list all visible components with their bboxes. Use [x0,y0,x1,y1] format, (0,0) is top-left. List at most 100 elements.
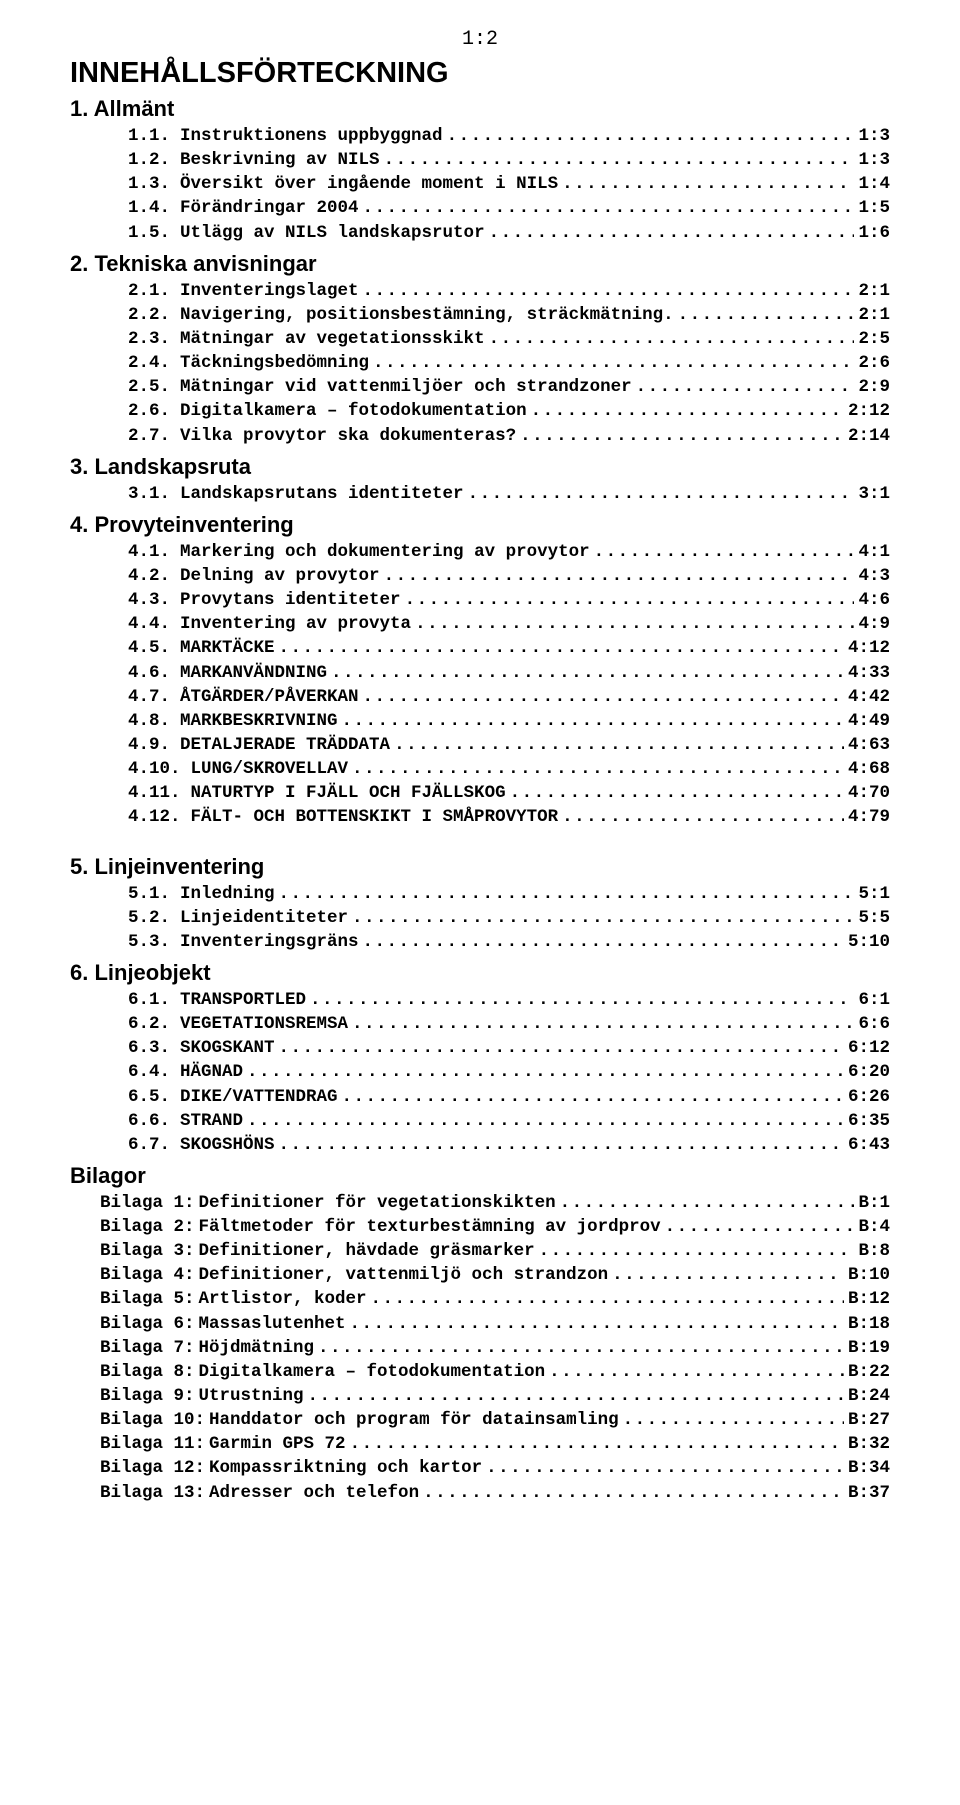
toc-entry-number: 5.2. [128,906,170,930]
toc-entry-number: 2.4. [128,351,170,375]
toc-entry-page: 4:12 [848,636,890,660]
toc-entry-number: 2.7. [128,424,170,448]
toc-entry: 2.6.Digitalkamera – fotodokumentation2:1… [70,399,890,423]
toc-entry-page: B:24 [848,1384,890,1408]
toc-entry: 1.3.Översikt över ingående moment i NILS… [70,172,890,196]
toc-entry-label: Provytans identiteter [180,588,401,612]
toc-entry: 6.2.VEGETATIONSREMSA6:6 [70,1012,890,1036]
toc-entry-label: Beskrivning av NILS [180,148,380,172]
toc-leader-dots [352,757,844,781]
toc-entry: Bilaga 10:Handdator och program för data… [70,1408,890,1432]
toc-entry-number: Bilaga 5: [100,1287,195,1311]
toc-entry-label: Definitioner för vegetationskikten [199,1191,556,1215]
toc-entry-page: 5:5 [858,906,890,930]
toc-entry-page: 2:6 [858,351,890,375]
toc-entry-page: 5:10 [848,930,890,954]
toc-entry-label: VEGETATIONSREMSA [180,1012,348,1036]
toc-entry-number: 4.5. [128,636,170,660]
toc-entry-page: 3:1 [858,482,890,506]
toc-entry-page: B:4 [858,1215,890,1239]
toc-entry-number: 6.4. [128,1060,170,1084]
toc-entry-page: 4:63 [848,733,890,757]
toc-entry-label: Fältmetoder för texturbestämning av jord… [199,1215,661,1239]
toc-entry-number: 6.5. [128,1085,170,1109]
toc-leader-dots [363,930,844,954]
toc-entry-page: 4:79 [848,805,890,829]
toc-entry-label: Delning av provytor [180,564,380,588]
toc-entry-label: HÄGNAD [180,1060,243,1084]
toc-entry-page: 2:9 [858,375,890,399]
toc-entry: 2.1.Inventeringslaget2:1 [70,279,890,303]
toc-entry-label: Definitioner, hävdade gräsmarker [199,1239,535,1263]
toc-leader-dots [665,1215,855,1239]
toc-entry-label: Inventering av provyta [180,612,411,636]
toc-entry: Bilaga 1:Definitioner för vegetationskik… [70,1191,890,1215]
toc-entry: 4.1.Markering och dokumentering av provy… [70,540,890,564]
toc-entry-label: Förändringar 2004 [180,196,359,220]
toc-entry-number: 5.1. [128,882,170,906]
toc-entry-label: ÅTGÄRDER/PÅVERKAN [180,685,359,709]
toc-leader-dots [363,196,855,220]
toc-leader-dots [350,1432,844,1456]
toc-entry: 2.5.Mätningar vid vattenmiljöer och stra… [70,375,890,399]
toc-leader-dots [342,1085,844,1109]
section-title: 4. Provyteinventering [70,512,890,538]
toc-entry-page: 2:5 [858,327,890,351]
toc-entry-page: 1:6 [858,221,890,245]
toc-entry-label: Höjdmätning [199,1336,315,1360]
toc-entry-label: MARKANVÄNDNING [180,661,327,685]
toc-entry-number: 5.3. [128,930,170,954]
toc-entry-page: 2:1 [858,303,890,327]
toc-entry: 1.5.Utlägg av NILS landskapsrutor1:6 [70,221,890,245]
toc-entry-page: 2:12 [848,399,890,423]
toc-leader-dots [678,303,855,327]
toc-leader-dots [415,612,854,636]
toc-entry-number: 4.12. [128,805,181,829]
toc-entry-page: 6:43 [848,1133,890,1157]
toc-entry: Bilaga 3:Definitioner, hävdade gräsmarke… [70,1239,890,1263]
toc-entry-label: Handdator och program för datainsamling [209,1408,619,1432]
toc-entry-number: 4.11. [128,781,181,805]
toc-entry: Bilaga 13:Adresser och telefonB:37 [70,1481,890,1505]
toc-entry-label: Utlägg av NILS landskapsrutor [180,221,485,245]
toc-entry: 6.6.STRAND6:35 [70,1109,890,1133]
toc-entry-number: 4.7. [128,685,170,709]
toc-entry-label: Kompassriktning och kartor [209,1456,482,1480]
toc-entry-label: Inventeringsgräns [180,930,359,954]
toc-entry-label: SKOGSHÖNS [180,1133,275,1157]
toc-entry-number: 1.3. [128,172,170,196]
toc-entry-page: B:37 [848,1481,890,1505]
toc-entry: 4.2.Delning av provytor4:3 [70,564,890,588]
toc-entry-number: Bilaga 6: [100,1312,195,1336]
toc-entry-label: STRAND [180,1109,243,1133]
toc-entry-page: 1:5 [858,196,890,220]
toc-leader-dots [352,906,854,930]
toc-entry-label: Artlistor, koder [199,1287,367,1311]
toc-entry-number: Bilaga 3: [100,1239,195,1263]
toc-leader-dots [539,1239,855,1263]
toc-leader-dots [384,564,855,588]
toc-entry-page: 6:12 [848,1036,890,1060]
toc-entry-number: Bilaga 7: [100,1336,195,1360]
toc-entry: 4.12. FÄLT- OCH BOTTENSKIKT I SMÅPROVYTOR… [70,805,890,829]
toc-entry: 2.7.Vilka provytor ska dokumenteras?2:14 [70,424,890,448]
toc-entry: Bilaga 6:MassaslutenhetB:18 [70,1312,890,1336]
toc-leader-dots [394,733,844,757]
toc-entry-page: 4:33 [848,661,890,685]
toc-entry-label: Digitalkamera – fotodokumentation [199,1360,546,1384]
toc-entry-label: FÄLT- OCH BOTTENSKIKT I SMÅPROVYTOR [191,805,559,829]
toc-leader-dots [612,1263,844,1287]
toc-leader-dots [331,661,844,685]
toc-entry-label: Inledning [180,882,275,906]
toc-leader-dots [352,1012,854,1036]
toc-leader-dots [447,124,855,148]
toc-entry-label: DETALJERADE TRÄDDATA [180,733,390,757]
toc-entry-label: Täckningsbedömning [180,351,369,375]
toc-entry-page: 4:68 [848,757,890,781]
toc-entry-number: 4.9. [128,733,170,757]
toc-entry-label: Instruktionens uppbyggnad [180,124,443,148]
toc-entry-page: B:8 [858,1239,890,1263]
toc-entry-number: Bilaga 9: [100,1384,195,1408]
toc-entry-number: Bilaga 1: [100,1191,195,1215]
toc-leader-dots [363,279,855,303]
